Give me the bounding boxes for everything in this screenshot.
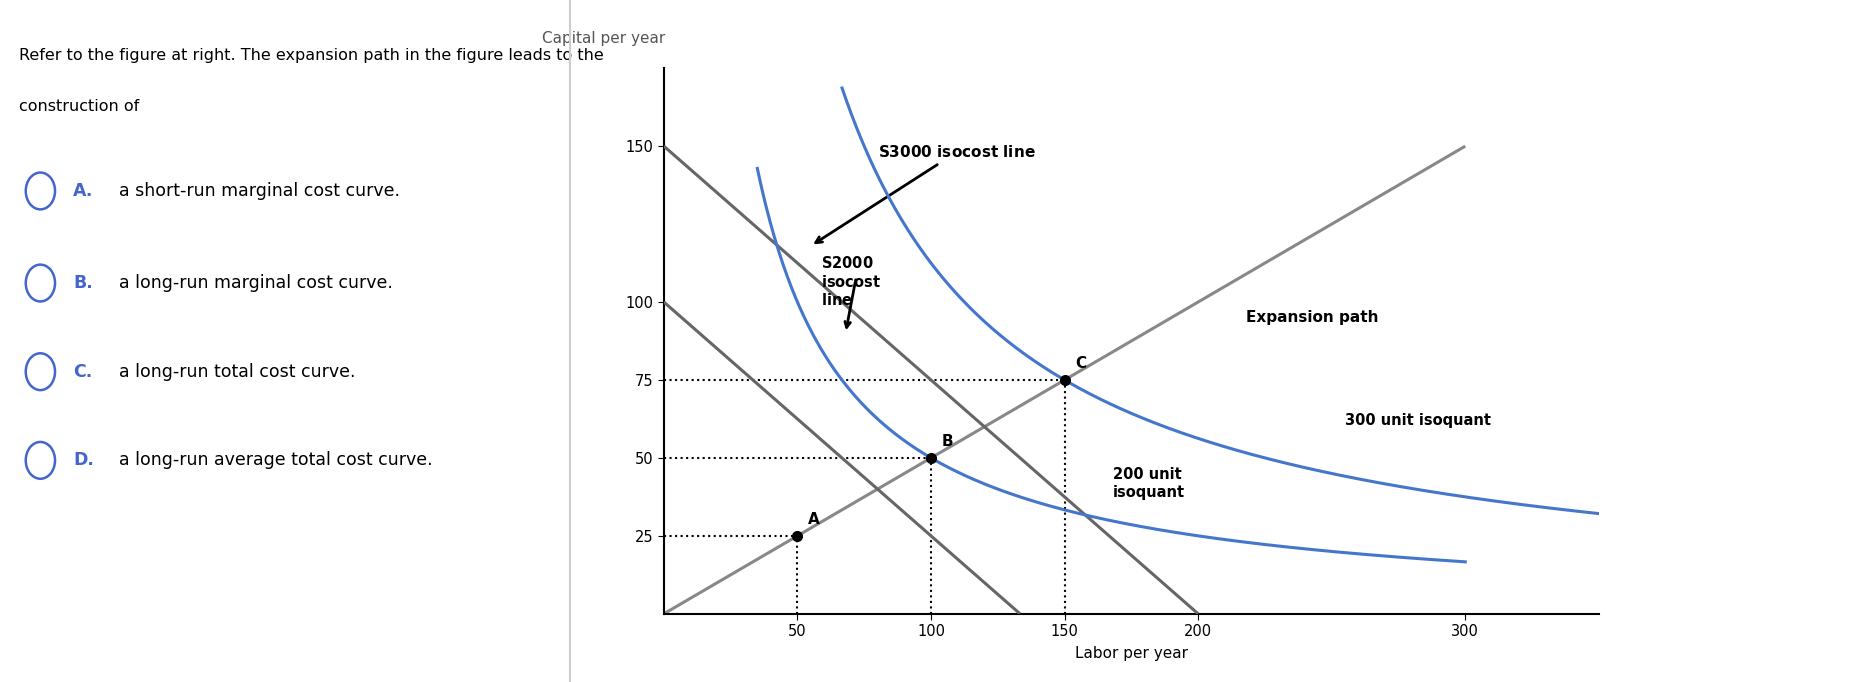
Text: Refer to the figure at right. The expansion path in the figure leads to the: Refer to the figure at right. The expans… xyxy=(19,48,604,63)
Text: a long-run marginal cost curve.: a long-run marginal cost curve. xyxy=(120,274,393,292)
Text: A.: A. xyxy=(73,182,94,200)
Text: $\mathbf{S3000}$ isocost line: $\mathbf{S3000}$ isocost line xyxy=(815,145,1036,243)
Text: $\mathbf{S2000}$
$\mathbf{isocost}$
$\mathbf{line}$: $\mathbf{S2000}$ $\mathbf{isocost}$ $\ma… xyxy=(821,255,881,308)
Text: a short-run marginal cost curve.: a short-run marginal cost curve. xyxy=(120,182,400,200)
Text: 200 unit
isoquant: 200 unit isoquant xyxy=(1113,467,1186,500)
Text: Expansion path: Expansion path xyxy=(1245,310,1378,325)
Text: Capital per year: Capital per year xyxy=(542,31,666,46)
Text: B.: B. xyxy=(73,274,94,292)
X-axis label: Labor per year: Labor per year xyxy=(1075,646,1187,661)
Text: C.: C. xyxy=(73,363,92,381)
Text: B: B xyxy=(942,434,954,449)
Text: C: C xyxy=(1075,355,1086,370)
Text: a long-run total cost curve.: a long-run total cost curve. xyxy=(120,363,355,381)
Text: 300 unit isoquant: 300 unit isoquant xyxy=(1345,413,1490,428)
Text: a long-run average total cost curve.: a long-run average total cost curve. xyxy=(120,451,432,469)
Text: construction of: construction of xyxy=(19,99,138,114)
Text: D.: D. xyxy=(73,451,94,469)
Text: A: A xyxy=(808,512,819,527)
